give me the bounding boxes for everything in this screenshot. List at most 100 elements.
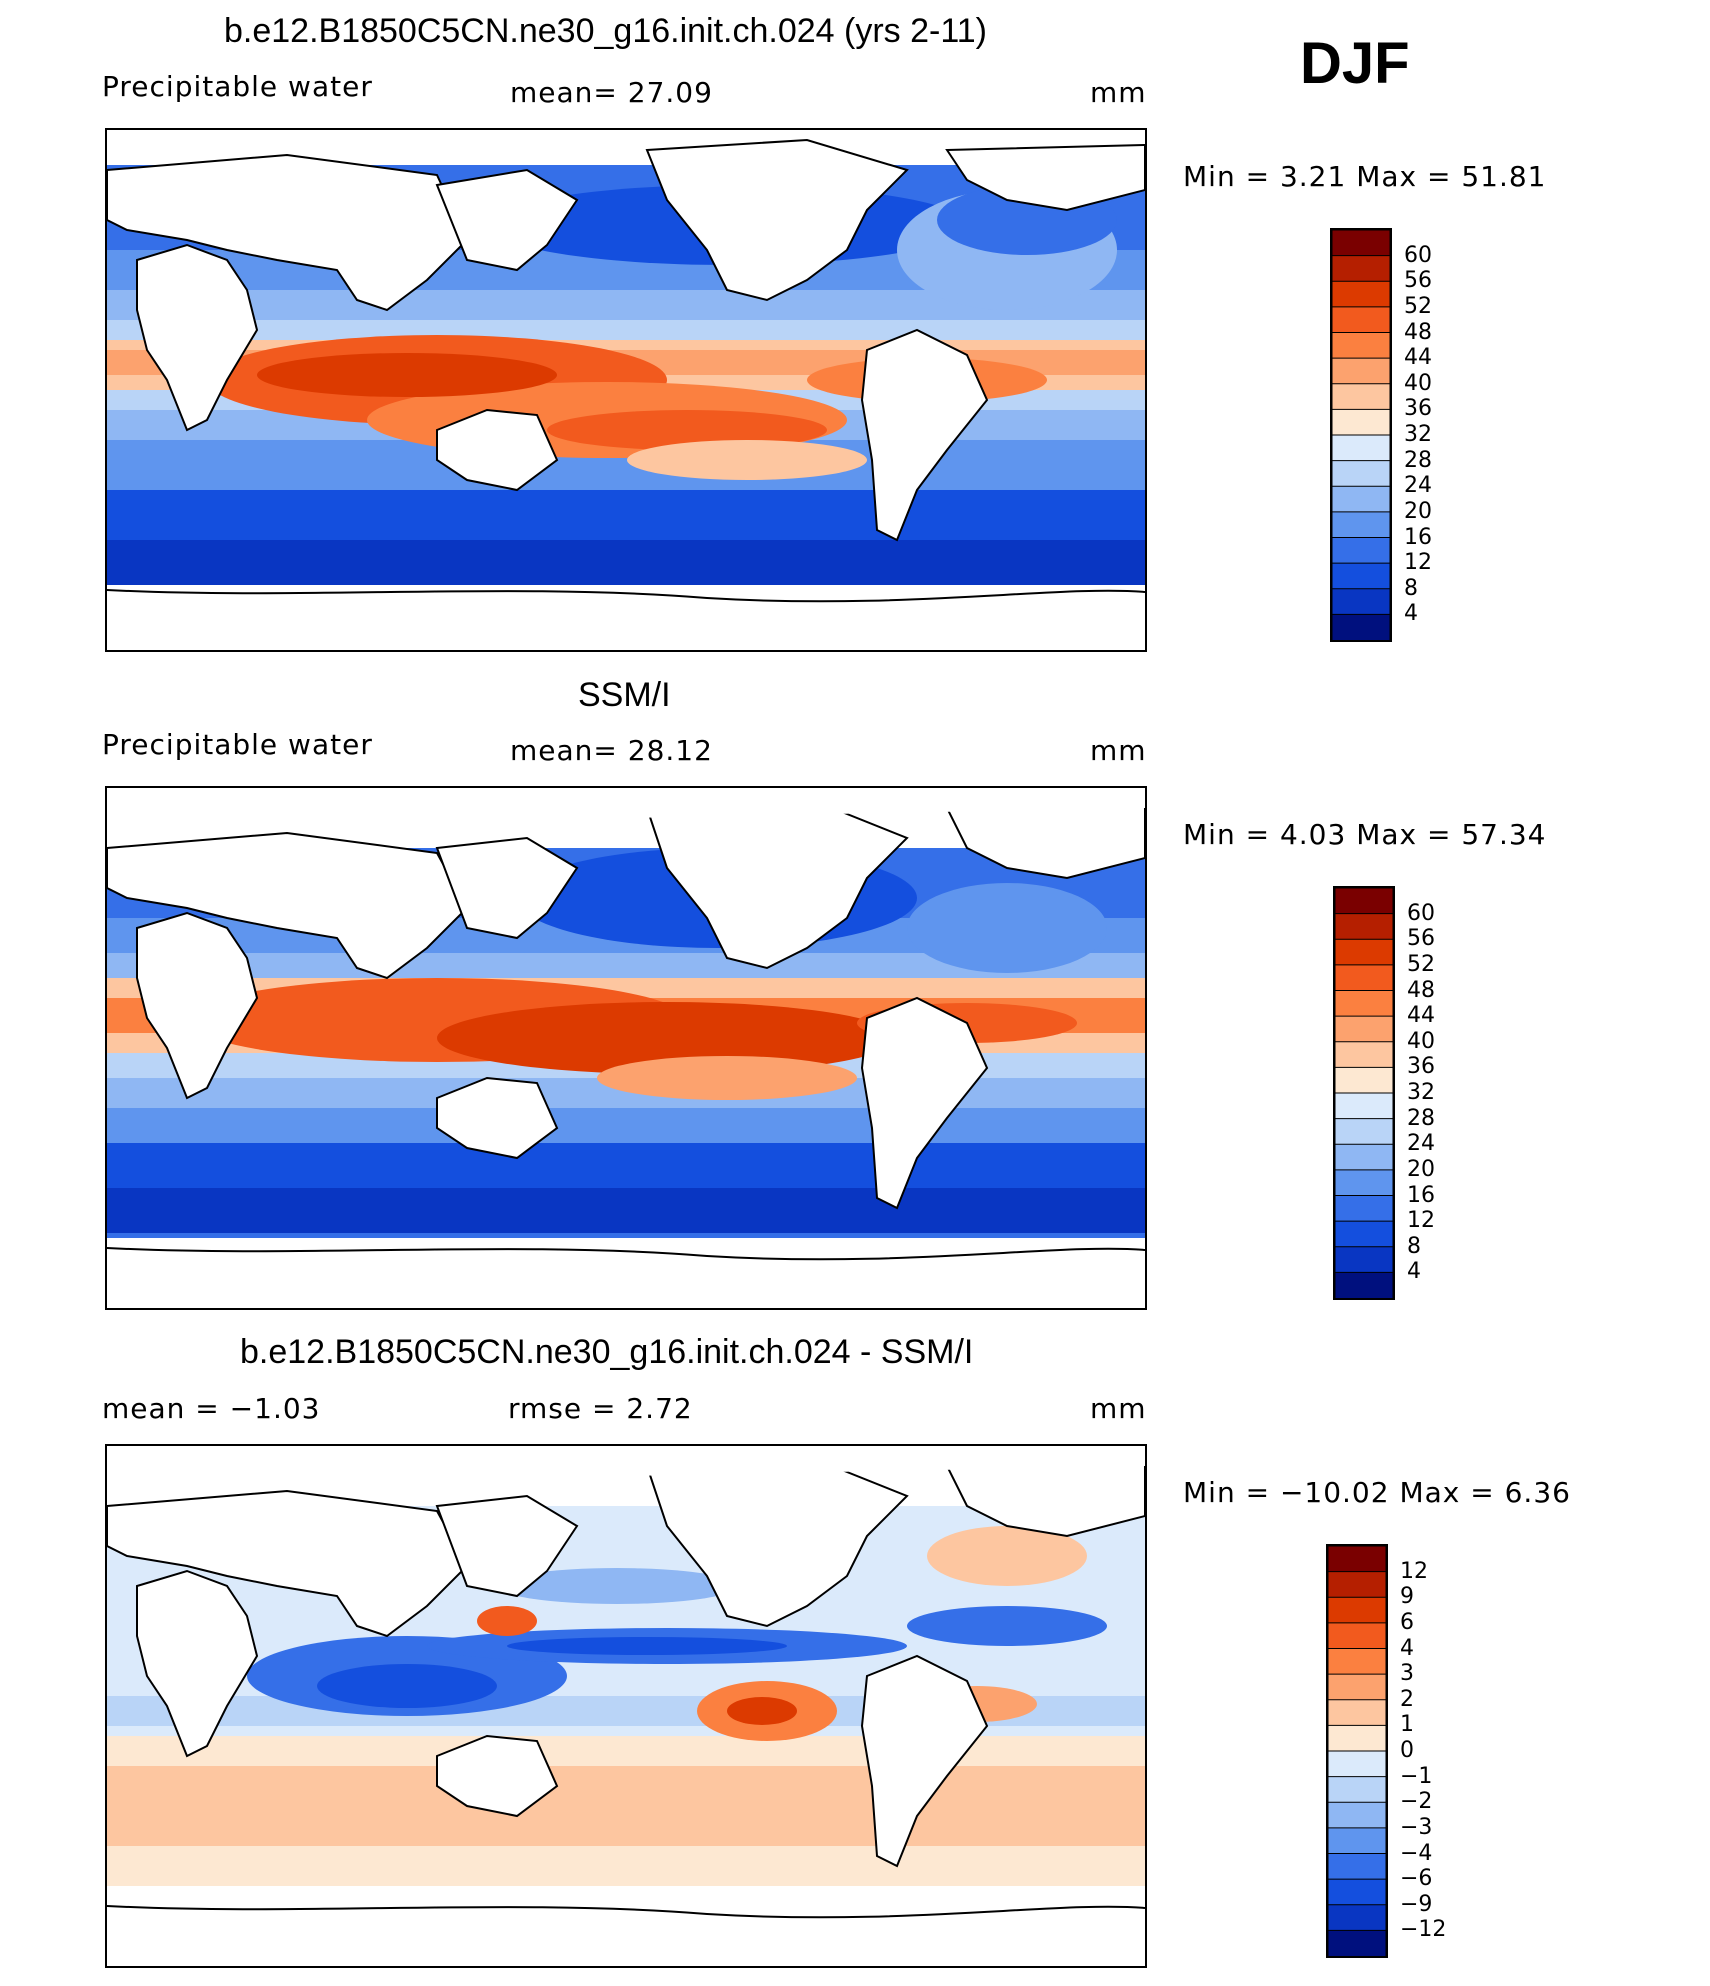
colorbar-swatch [1332, 408, 1390, 437]
colorbar-swatch [1335, 1271, 1393, 1298]
colorbar-swatch [1332, 485, 1390, 513]
colorbar-swatch [1332, 537, 1390, 565]
colorbar-tick-label: 16 [1404, 524, 1432, 550]
colorbar-tick-label: 6 [1400, 1609, 1414, 1635]
colorbar-tick-label: −2 [1400, 1789, 1433, 1815]
colorbar-tick-label: 1 [1400, 1712, 1414, 1738]
panel-1-mean-label: mean= 27.09 [510, 76, 713, 109]
colorbar-tick-label: 44 [1407, 1003, 1435, 1029]
colorbar-swatch [1328, 1776, 1386, 1804]
colorbar-swatch [1332, 588, 1390, 616]
colorbar-swatch [1335, 1092, 1393, 1120]
colorbar-tick-label: 52 [1407, 951, 1435, 977]
colorbar-tick-label: 24 [1404, 473, 1432, 499]
panel-2-colorbar-swatches [1335, 888, 1393, 1298]
colorbar-tick-label: 12 [1404, 550, 1432, 576]
panel-2-map [105, 786, 1147, 1310]
colorbar-swatch [1335, 1195, 1393, 1223]
colorbar-tick-label: 52 [1404, 293, 1432, 319]
colorbar-swatch [1332, 357, 1390, 385]
colorbar-swatch [1328, 1878, 1386, 1906]
colorbar-swatch [1335, 938, 1393, 966]
panel-1-minmax-label: Min = 3.21 Max = 51.81 [1183, 160, 1547, 193]
panel-2-colorbar [1333, 886, 1395, 1300]
colorbar-swatch [1335, 1169, 1393, 1197]
colorbar-tick-label: 8 [1404, 575, 1418, 601]
colorbar-swatch [1328, 1699, 1386, 1727]
colorbar-swatch [1332, 306, 1390, 334]
colorbar-swatch [1328, 1904, 1386, 1932]
colorbar-swatch [1332, 230, 1390, 257]
panel-3-colorbar-swatches [1328, 1546, 1386, 1956]
colorbar-tick-label: 12 [1407, 1208, 1435, 1234]
colorbar-tick-label: 3 [1400, 1661, 1414, 1687]
colorbar-tick-label: 32 [1407, 1080, 1435, 1105]
panel-2-title: SSM/I [578, 676, 671, 714]
colorbar-tick-label: 8 [1407, 1233, 1421, 1259]
colorbar-swatch [1332, 255, 1390, 283]
colorbar-swatch [1332, 460, 1390, 488]
colorbar-swatch [1328, 1673, 1386, 1701]
colorbar-swatch [1328, 1648, 1386, 1676]
panel-2-map-field [107, 788, 1145, 1308]
colorbar-swatch [1328, 1622, 1386, 1650]
panel-1-units-label: mm [1090, 76, 1147, 109]
colorbar-tick-label: 4 [1400, 1635, 1414, 1661]
colorbar-swatch [1332, 434, 1390, 462]
colorbar-tick-label: 60 [1404, 242, 1432, 268]
colorbar-swatch [1335, 1041, 1393, 1069]
colorbar-tick-label: −4 [1400, 1840, 1433, 1866]
colorbar-swatch [1335, 913, 1393, 941]
colorbar-swatch [1332, 511, 1390, 539]
panel-1-title: b.e12.B1850C5CN.ne30_g16.init.ch.024 (yr… [224, 12, 987, 50]
colorbar-swatch [1335, 1143, 1393, 1171]
colorbar-tick-label: 28 [1407, 1105, 1435, 1131]
colorbar-swatch [1332, 280, 1390, 308]
colorbar-swatch [1328, 1596, 1386, 1624]
colorbar-tick-label: 20 [1407, 1156, 1435, 1182]
colorbar-swatch [1328, 1724, 1386, 1753]
colorbar-tick-label: −9 [1400, 1891, 1433, 1917]
panel-2-mean-label: mean= 28.12 [510, 734, 713, 767]
colorbar-tick-label: 28 [1404, 447, 1432, 473]
panel-3-rmse-label: rmse = 2.72 [508, 1392, 693, 1425]
colorbar-tick-label: 2 [1400, 1686, 1414, 1712]
colorbar-swatch [1332, 332, 1390, 360]
panel-1-colorbar-swatches [1332, 230, 1390, 640]
colorbar-tick-label: 16 [1407, 1182, 1435, 1208]
colorbar-tick-label: 36 [1407, 1054, 1435, 1080]
panel-3-map-field [107, 1446, 1145, 1966]
panel-1-map [105, 128, 1147, 652]
colorbar-tick-label: 9 [1400, 1584, 1414, 1610]
colorbar-swatch [1332, 562, 1390, 590]
colorbar-swatch [1328, 1853, 1386, 1881]
colorbar-swatch [1328, 1801, 1386, 1829]
colorbar-swatch [1335, 1118, 1393, 1146]
colorbar-swatch [1332, 613, 1390, 640]
colorbar-tick-label: 40 [1407, 1028, 1435, 1054]
panel-2-minmax-label: Min = 4.03 Max = 57.34 [1183, 818, 1547, 851]
colorbar-tick-label: −12 [1400, 1917, 1447, 1943]
panel-3-colorbar [1326, 1544, 1388, 1958]
colorbar-swatch [1328, 1546, 1386, 1573]
colorbar-tick-label: 12 [1400, 1558, 1428, 1584]
colorbar-tick-label: 44 [1404, 345, 1432, 371]
colorbar-tick-label: 0 [1400, 1738, 1414, 1763]
colorbar-tick-label: −1 [1400, 1763, 1433, 1789]
colorbar-tick-label: −6 [1400, 1866, 1433, 1892]
panel-1-colorbar [1330, 228, 1392, 642]
colorbar-tick-label: 4 [1404, 601, 1418, 627]
colorbar-tick-label: −3 [1400, 1814, 1433, 1840]
panel-2-variable-label: Precipitable water [102, 728, 373, 761]
colorbar-tick-label: 24 [1407, 1131, 1435, 1157]
panel-3-title: b.e12.B1850C5CN.ne30_g16.init.ch.024 - S… [240, 1333, 974, 1371]
colorbar-swatch [1335, 964, 1393, 992]
colorbar-tick-label: 56 [1404, 268, 1432, 294]
panel-3-units-label: mm [1090, 1392, 1147, 1425]
colorbar-tick-label: 60 [1407, 900, 1435, 926]
colorbar-tick-label: 36 [1404, 396, 1432, 422]
colorbar-swatch [1328, 1750, 1386, 1778]
colorbar-swatch [1328, 1827, 1386, 1855]
season-label: DJF [1300, 31, 1410, 96]
colorbar-tick-label: 32 [1404, 422, 1432, 447]
